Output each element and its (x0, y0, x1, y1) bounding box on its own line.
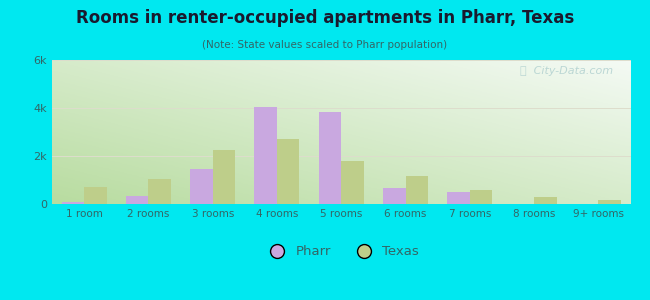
Bar (126, 196, 148, 204)
Bar (84, 187, 107, 204)
Bar (318, 112, 341, 204)
Bar (190, 169, 213, 204)
Legend: Pharr, Texas: Pharr, Texas (258, 240, 424, 264)
Bar (341, 161, 364, 204)
Bar (470, 190, 492, 204)
Text: (Note: State values scaled to Pharr population): (Note: State values scaled to Pharr popu… (202, 40, 448, 50)
Bar (213, 150, 235, 204)
Bar (277, 139, 300, 204)
Bar (406, 176, 428, 204)
Text: Rooms in renter-occupied apartments in Pharr, Texas: Rooms in renter-occupied apartments in P… (76, 9, 574, 27)
Bar (255, 107, 277, 204)
Bar (148, 179, 171, 204)
Bar (383, 188, 406, 204)
Bar (534, 197, 556, 204)
Bar (599, 200, 621, 204)
Bar (447, 193, 470, 204)
Text: ⓘ  City-Data.com: ⓘ City-Data.com (520, 66, 613, 76)
Bar (62, 202, 84, 204)
